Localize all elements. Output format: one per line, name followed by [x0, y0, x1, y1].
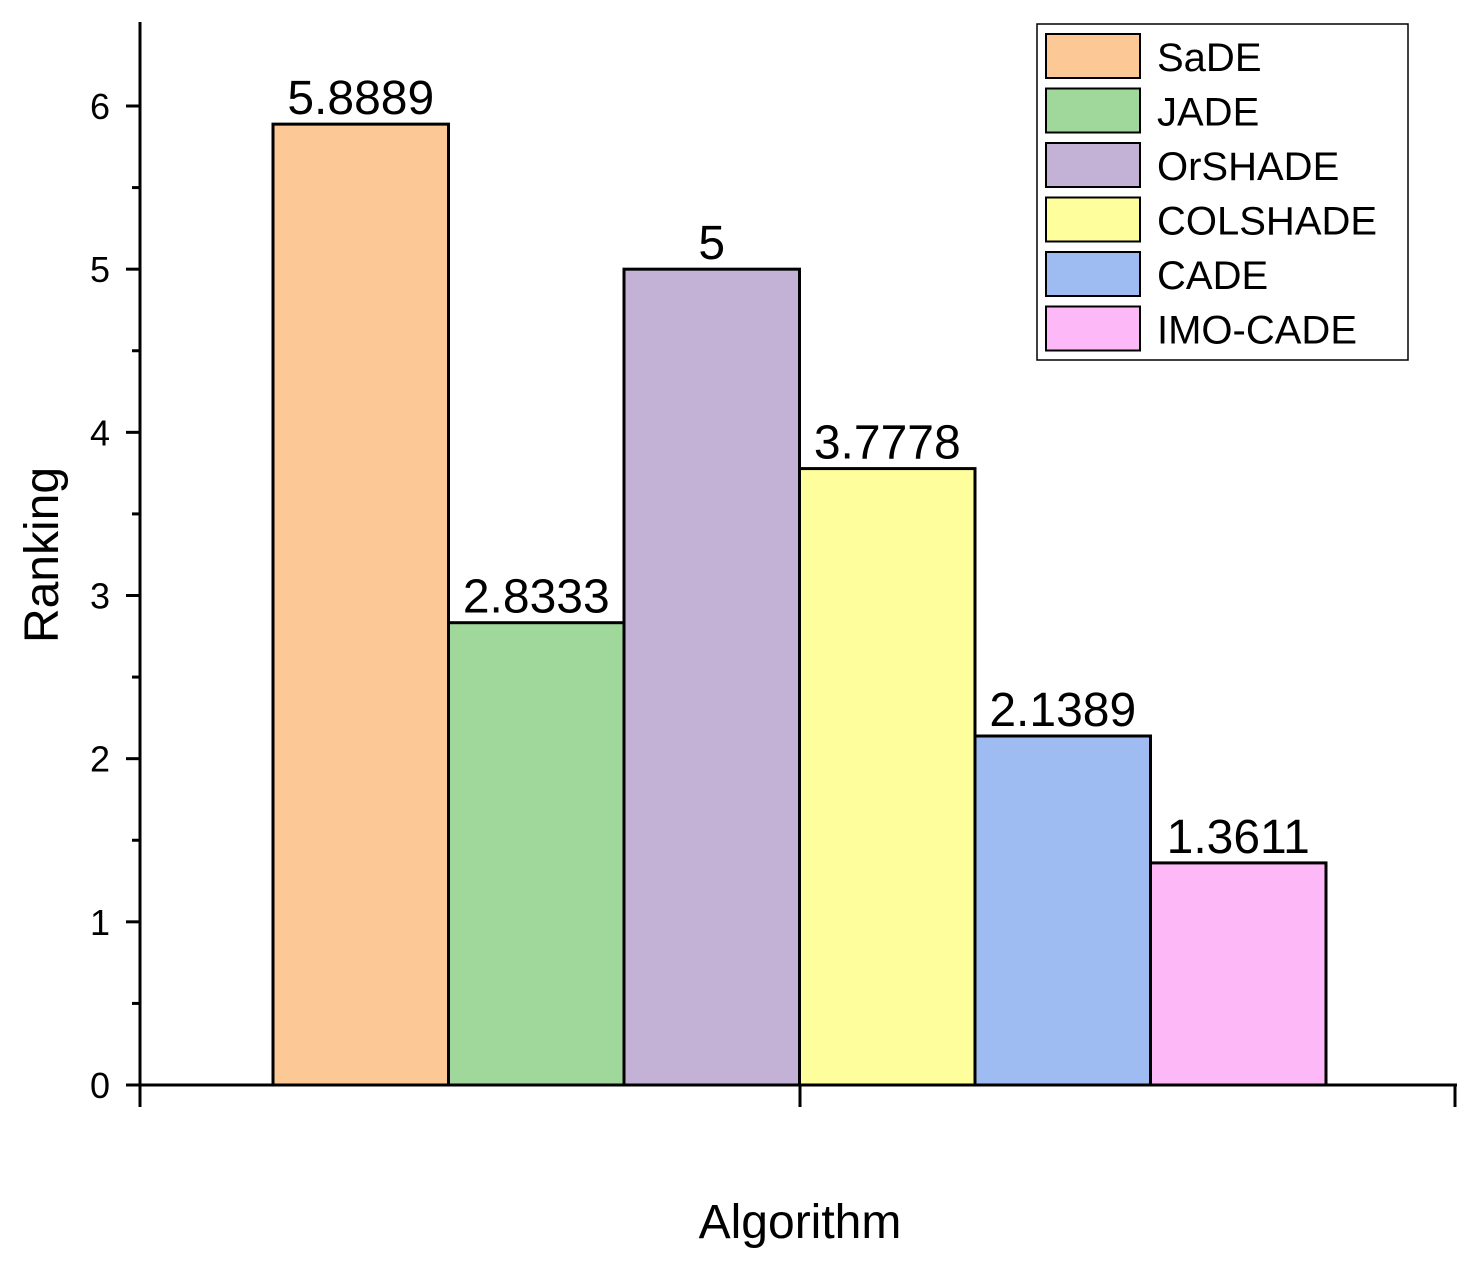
data-label-imo-cade: 1.3611 — [1167, 811, 1310, 864]
data-label-cade: 2.1389 — [989, 684, 1136, 737]
bar-sade — [271, 122, 450, 1087]
legend-label-imo-cade: IMO-CADE — [1157, 309, 1357, 353]
data-label-jade: 2.8333 — [463, 571, 610, 624]
y-tick-label: 5 — [90, 249, 110, 290]
y-tick-label: 2 — [90, 739, 110, 780]
legend-label-jade: JADE — [1157, 91, 1259, 135]
bar-imo-cade — [1149, 861, 1328, 1087]
legend-swatch-imo-cade — [1045, 305, 1141, 352]
y-tick-label: 4 — [90, 412, 110, 453]
y-tick-label: 1 — [90, 902, 110, 943]
legend-label-orshade: OrSHADE — [1157, 145, 1339, 189]
legend-swatch-sade — [1045, 33, 1141, 79]
y-tick-label: 3 — [90, 576, 110, 617]
legend-label-sade: SaDE — [1157, 36, 1262, 80]
bars-group — [271, 122, 1328, 1087]
axes-group: 0 1 2 3 4 5 6 — [90, 22, 1457, 1107]
y-axis-title: Ranking — [16, 467, 69, 643]
bar-colshade — [798, 467, 977, 1087]
legend-label-cade: CADE — [1157, 254, 1268, 298]
x-axis-title: Algorithm — [699, 1196, 902, 1249]
data-labels-group: 5.8889 2.8333 5 3.7778 2.1389 1.3611 — [287, 72, 1310, 864]
legend-swatch-jade — [1045, 87, 1141, 134]
y-tick-label: 6 — [90, 86, 110, 127]
data-label-orshade: 5 — [698, 217, 725, 270]
legend-box — [1036, 23, 1409, 361]
legend-swatch-orshade — [1045, 142, 1141, 188]
data-label-colshade: 3.7778 — [814, 417, 961, 470]
bar-jade — [447, 621, 626, 1087]
y-tick-label: 0 — [90, 1065, 110, 1106]
bar-orshade — [622, 267, 801, 1087]
legend: SaDE JADE OrSHADE COLSHADE CADE IMO-CADE — [1036, 23, 1409, 361]
legend-label-colshade: COLSHADE — [1157, 200, 1377, 244]
legend-swatch-cade — [1045, 251, 1141, 297]
legend-swatch-colshade — [1045, 196, 1141, 243]
bar-cade — [973, 734, 1152, 1087]
data-label-sade: 5.8889 — [287, 72, 434, 125]
